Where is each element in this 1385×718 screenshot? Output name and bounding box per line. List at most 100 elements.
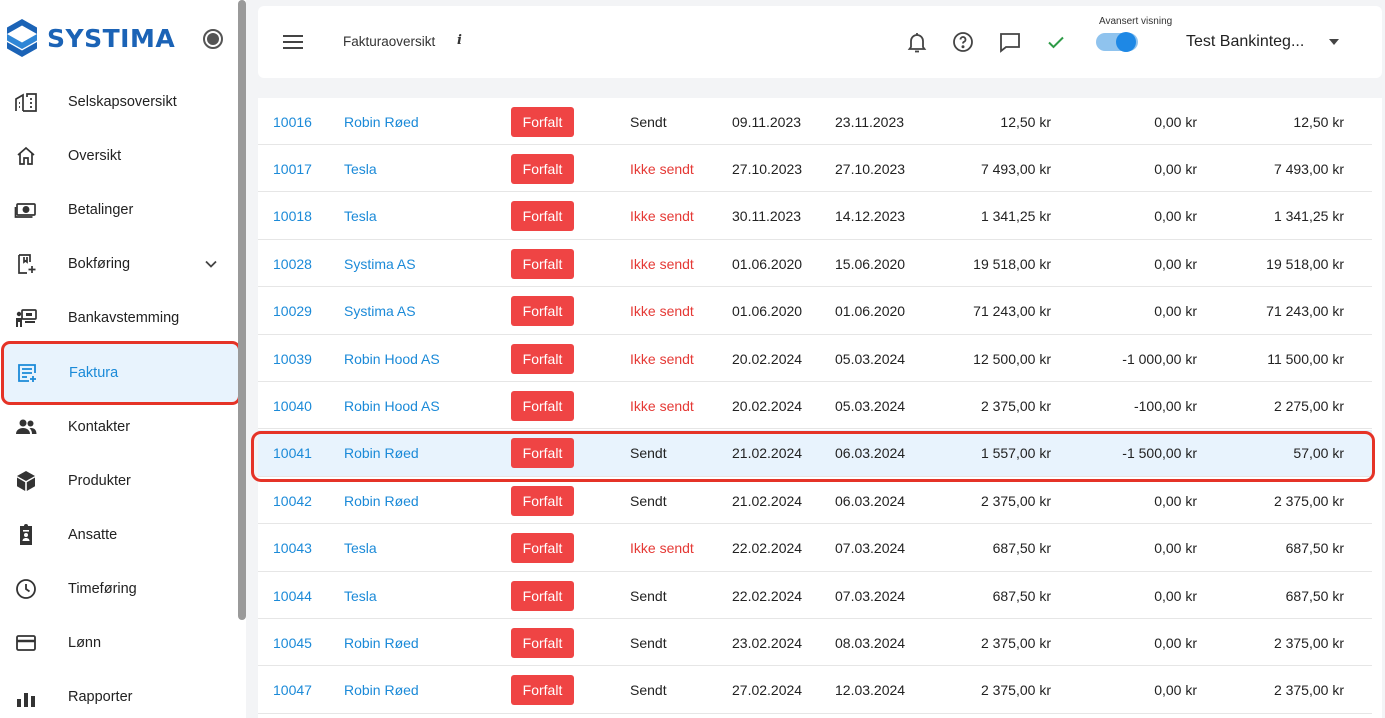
company-selector[interactable]: Test Bankinteg...	[1186, 33, 1305, 50]
remaining-amount: 7 493,00 kr	[1273, 160, 1344, 177]
customer-link[interactable]: Robin Hood AS	[344, 397, 440, 414]
remaining-amount: 12,50 kr	[1293, 113, 1344, 130]
credited-amount: 0,00 kr	[1154, 113, 1197, 130]
table-row[interactable]: 10029 Systima AS Forfalt Ikke sendt 01.06.20…	[258, 288, 1372, 335]
customer-link[interactable]: Tesla	[344, 587, 377, 604]
org-switch-icon[interactable]	[203, 29, 223, 49]
invoice-number-link[interactable]: 10047	[273, 682, 312, 699]
help-icon[interactable]	[951, 30, 975, 54]
invoice-number-link[interactable]: 10043	[273, 540, 312, 557]
table-row[interactable]: 10045 Robin Røed Forfalt Sendt 23.02.2024 08.…	[258, 619, 1372, 667]
customer-link[interactable]: Robin Røed	[344, 492, 419, 509]
table-row[interactable]: 10018 Tesla Forfalt Ikke sendt 30.11.2023 14.…	[258, 193, 1372, 240]
invoice-number-link[interactable]: 10042	[273, 492, 312, 509]
invoice-number-link[interactable]: 10045	[273, 634, 312, 651]
check-icon[interactable]	[1044, 30, 1068, 54]
invoice-number-link[interactable]: 10040	[273, 397, 312, 414]
customer-link[interactable]: Robin Røed	[344, 113, 419, 130]
sidebar-item-bankavstemming[interactable]: Bankavstemming	[0, 291, 240, 345]
caret-down-icon[interactable]	[1328, 37, 1340, 47]
invoice-number-link[interactable]: 10029	[273, 303, 312, 320]
table-row[interactable]: 10041 Robin Røed Forfalt Sendt 21.02.2024 06.…	[258, 429, 1372, 477]
sidebar-item-produkter[interactable]: Produkter	[0, 454, 240, 508]
table-row[interactable]: 10028 Systima AS Forfalt Ikke sendt 01.06.20…	[258, 240, 1372, 288]
amount: 2 375,00 kr	[980, 634, 1051, 651]
customer-link[interactable]: Tesla	[344, 208, 377, 225]
invoice-date: 09.11.2023	[732, 113, 802, 130]
sidebar-item-label: Ansatte	[68, 527, 118, 543]
invoice-number-link[interactable]: 10028	[273, 255, 312, 272]
amount: 7 493,00 kr	[980, 160, 1051, 177]
credited-amount: 0,00 kr	[1154, 540, 1197, 557]
invoice-number-link[interactable]: 10017	[273, 160, 312, 177]
menu-icon[interactable]	[283, 34, 303, 50]
customer-link[interactable]: Robin Røed	[344, 445, 419, 462]
invoice-date: 27.10.2023	[732, 160, 803, 177]
sent-status: Sendt	[630, 113, 667, 130]
status-badge: Forfalt	[511, 533, 574, 564]
invoice-number-link[interactable]: 10039	[273, 350, 312, 367]
logo[interactable]: SYSTIMA	[6, 18, 175, 58]
chevron-down-icon[interactable]	[202, 255, 220, 273]
bell-icon[interactable]	[905, 30, 929, 54]
sidebar-item-timeforing[interactable]: Timeføring	[0, 562, 240, 616]
sidebar-item-betalinger[interactable]: Betalinger	[0, 183, 240, 237]
invoice-icon	[15, 361, 39, 385]
credited-amount: 0,00 kr	[1154, 160, 1197, 177]
sidebar-item-label: Betalinger	[68, 202, 134, 218]
sidebar-scrollbar[interactable]	[238, 0, 246, 620]
sidebar-item-lonn[interactable]: Lønn	[0, 616, 240, 670]
table-row[interactable]: 10039 Robin Hood AS Forfalt Ikke sendt 20.02…	[258, 335, 1372, 382]
due-date: 27.10.2023	[835, 160, 906, 177]
sent-status: Ikke sendt	[630, 397, 694, 414]
buildings-icon	[14, 90, 38, 114]
sent-status: Ikke sendt	[630, 255, 694, 272]
table-row[interactable]: 10017 Tesla Forfalt Ikke sendt 27.10.2023 27.…	[258, 145, 1372, 193]
due-date: 05.03.2024	[835, 350, 906, 367]
customer-link[interactable]: Robin Hood AS	[344, 350, 440, 367]
sidebar: SYSTIMA Selskapsoversikt Oversikt Betali…	[0, 0, 246, 718]
due-date: 15.06.2020	[835, 255, 906, 272]
customer-link[interactable]: Systima AS	[344, 303, 416, 320]
invoice-number-link[interactable]: 10016	[273, 113, 312, 130]
due-date: 12.03.2024	[835, 682, 906, 699]
invoice-date: 21.02.2024	[732, 445, 803, 462]
sidebar-item-label: Oversikt	[68, 148, 122, 164]
customer-link[interactable]: Robin Røed	[344, 682, 419, 699]
due-date: 07.03.2024	[835, 540, 906, 557]
amount: 19 518,00 kr	[973, 255, 1051, 272]
invoice-number-link[interactable]: 10018	[273, 208, 312, 225]
invoice-date: 22.02.2024	[732, 540, 803, 557]
sidebar-item-selskapsoversikt[interactable]: Selskapsoversikt	[0, 75, 240, 129]
sent-status: Ikke sendt	[630, 350, 694, 367]
customer-link[interactable]: Systima AS	[344, 255, 416, 272]
credited-amount: 0,00 kr	[1154, 255, 1197, 272]
customer-link[interactable]: Tesla	[344, 540, 377, 557]
sidebar-item-rapporter[interactable]: Rapporter	[0, 670, 240, 718]
systima-logo-icon	[7, 19, 37, 57]
table-row[interactable]: 10040 Robin Hood AS Forfalt Ikke sendt 20.02…	[258, 382, 1372, 430]
invoice-number-link[interactable]: 10041	[273, 445, 312, 462]
sidebar-item-kontakter[interactable]: Kontakter	[0, 400, 240, 454]
sidebar-item-label: Timeføring	[68, 581, 137, 597]
sidebar-item-ansatte[interactable]: Ansatte	[0, 508, 240, 562]
advanced-view-toggle[interactable]	[1096, 32, 1138, 52]
table-row[interactable]: 10043 Tesla Forfalt Ikke sendt 22.02.2024 07.…	[258, 525, 1372, 572]
sidebar-item-oversikt[interactable]: Oversikt	[0, 129, 240, 183]
sidebar-item-bokforing[interactable]: Bokføring	[0, 237, 240, 291]
customer-link[interactable]: Tesla	[344, 160, 377, 177]
credited-amount: 0,00 kr	[1154, 208, 1197, 225]
table-row[interactable]: 10016 Robin Røed Forfalt Sendt 09.11.2023 23.…	[258, 98, 1372, 145]
page-title: Fakturaoversikt	[343, 34, 436, 49]
status-cell: Forfalt	[511, 667, 574, 714]
sidebar-item-faktura[interactable]: Faktura	[1, 341, 241, 405]
table-row[interactable]: 10042 Robin Røed Forfalt Sendt 21.02.2024 06.…	[258, 477, 1372, 525]
chat-icon[interactable]	[998, 30, 1022, 54]
status-badge: Forfalt	[511, 390, 574, 421]
status-cell: Forfalt	[511, 430, 574, 477]
info-icon[interactable]: i	[457, 33, 462, 48]
table-row[interactable]: 10047 Robin Røed Forfalt Sendt 27.02.2024 12.…	[258, 667, 1372, 714]
invoice-number-link[interactable]: 10044	[273, 587, 312, 604]
customer-link[interactable]: Robin Røed	[344, 634, 419, 651]
table-row[interactable]: 10044 Tesla Forfalt Sendt 22.02.2024 07.03.20…	[258, 572, 1372, 619]
